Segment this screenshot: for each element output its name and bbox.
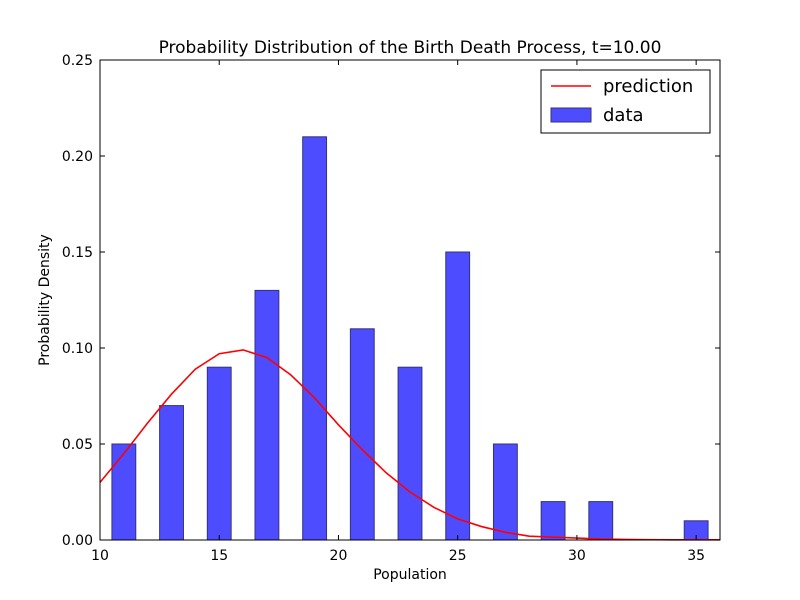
chart-title: Probability Distribution of the Birth De…: [159, 38, 662, 58]
x-tick-label: 20: [330, 548, 348, 564]
y-tick-label: 0.10: [62, 341, 93, 357]
x-axis-ticks: 10 15 20 25 30 35: [91, 60, 705, 564]
lines: [99, 349, 720, 541]
bar: [159, 405, 184, 541]
bar: [492, 443, 518, 541]
legend-bar-swatch: [550, 107, 592, 123]
plot-frame: [99, 59, 721, 541]
bar: [588, 501, 614, 541]
x-axis-label: Population: [373, 567, 447, 583]
y-axis-ticks: 0.00 0.05 0.10 0.15 0.20 0.25: [62, 53, 720, 549]
x-tick-label: 25: [449, 548, 467, 564]
bars: [111, 136, 709, 541]
x-tick-label: 10: [91, 548, 109, 564]
bar: [206, 366, 232, 541]
bar: [540, 501, 566, 541]
legend-label: data: [603, 105, 644, 126]
bar: [302, 136, 328, 541]
y-tick-label: 0.05: [62, 437, 93, 453]
bar: [445, 251, 471, 541]
bar: [111, 443, 137, 541]
y-tick-label: 0.25: [62, 53, 93, 69]
prediction-line: [99, 349, 720, 541]
y-tick-label: 0.15: [62, 245, 93, 261]
y-axis-label: Probability Density: [37, 234, 53, 366]
x-tick-label: 30: [568, 548, 586, 564]
y-tick-label: 0.20: [62, 149, 93, 165]
plot-area: [99, 59, 721, 541]
bar: [397, 366, 423, 541]
x-tick-label: 35: [687, 548, 705, 564]
bar: [349, 328, 375, 541]
bar: [254, 289, 280, 541]
legend: prediction data: [540, 69, 711, 134]
y-tick-label: 0.00: [62, 533, 93, 549]
x-tick-label: 15: [210, 548, 228, 564]
legend-label: prediction: [603, 76, 693, 97]
